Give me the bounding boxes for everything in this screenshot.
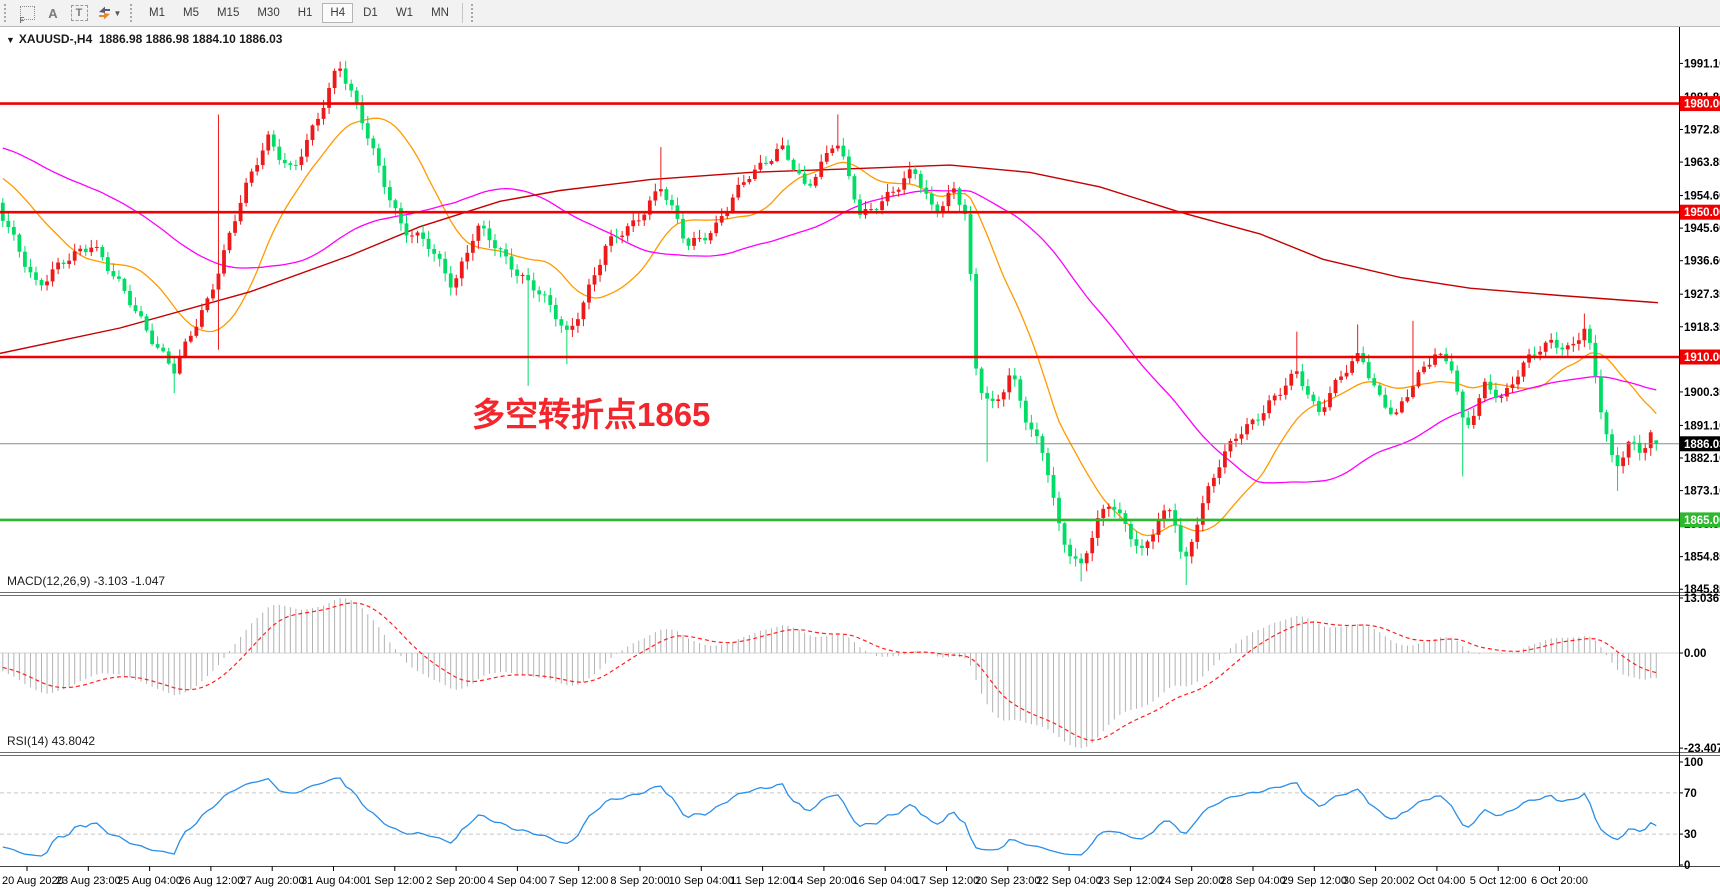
svg-text:1910.00: 1910.00 [1684, 352, 1720, 364]
text-label-tool-button[interactable]: A [40, 2, 66, 24]
timeframe-m15-button[interactable]: M15 [209, 3, 247, 23]
svg-text:1900.35: 1900.35 [1684, 387, 1720, 399]
svg-text:1927.35: 1927.35 [1684, 289, 1720, 301]
timeframe-m5-button[interactable]: M5 [175, 3, 207, 23]
timeframe-w1-button[interactable]: W1 [388, 3, 421, 23]
price-badge-1980.00 [1680, 96, 1720, 112]
svg-text:27 Aug 20:00: 27 Aug 20:00 [240, 875, 305, 887]
svg-text:31 Aug 04:00: 31 Aug 04:00 [301, 875, 366, 887]
svg-text:24 Sep 20:00: 24 Sep 20:00 [1159, 875, 1224, 887]
slow-trend-ma-line [0, 164, 1659, 355]
svg-text:1918.35: 1918.35 [1684, 322, 1720, 334]
candles-layer [0, 60, 1659, 586]
svg-text:8 Sep 20:00: 8 Sep 20:00 [610, 875, 669, 887]
svg-text:1980.00: 1980.00 [1684, 99, 1720, 111]
svg-text:1891.10: 1891.10 [1684, 420, 1720, 432]
svg-text:20 Aug 2020: 20 Aug 2020 [2, 875, 64, 887]
svg-text:6 Oct 20:00: 6 Oct 20:00 [1531, 875, 1588, 887]
svg-text:30: 30 [1684, 829, 1697, 841]
timeframe-m1-button[interactable]: M1 [141, 3, 173, 23]
toolbar-separator [461, 3, 463, 23]
svg-text:23 Aug 23:00: 23 Aug 23:00 [56, 875, 121, 887]
svg-text:29 Sep 12:00: 29 Sep 12:00 [1282, 875, 1347, 887]
rsi-layer [0, 777, 1679, 857]
horizontal-levels-layer [0, 102, 1679, 522]
svg-text:1991.10: 1991.10 [1684, 58, 1720, 70]
svg-text:2 Oct 04:00: 2 Oct 04:00 [1408, 875, 1465, 887]
timeframe-d1-button[interactable]: D1 [355, 3, 386, 23]
svg-text:1865.00: 1865.00 [1684, 515, 1720, 527]
borders-layer [0, 27, 1720, 867]
toolbar-drag-handle-3[interactable] [470, 4, 476, 22]
svg-text:2 Sep 20:00: 2 Sep 20:00 [426, 875, 485, 887]
svg-text:16 Sep 04:00: 16 Sep 04:00 [852, 875, 917, 887]
svg-text:13.036: 13.036 [1684, 593, 1719, 605]
svg-text:1 Sep 12:00: 1 Sep 12:00 [365, 875, 424, 887]
dotted-rect-icon: F [19, 6, 35, 25]
svg-text:22 Sep 04:00: 22 Sep 04:00 [1036, 875, 1101, 887]
toolbar-drag-handle[interactable] [4, 4, 9, 22]
arrows-style-tool-button[interactable]: ▼ [92, 2, 126, 24]
timeframe-h4-button[interactable]: H4 [322, 3, 354, 23]
svg-text:1854.85: 1854.85 [1684, 552, 1720, 564]
toolbar-drag-handle-2[interactable] [130, 4, 135, 22]
svg-text:1972.85: 1972.85 [1684, 124, 1720, 136]
text-box-tool-button[interactable]: T [66, 2, 92, 24]
svg-text:26 Aug 12:00: 26 Aug 12:00 [178, 875, 243, 887]
template-tool-letter: F [19, 16, 25, 25]
svg-text:1873.10: 1873.10 [1684, 486, 1720, 498]
svg-text:100: 100 [1684, 757, 1703, 769]
svg-text:20 Sep 23:00: 20 Sep 23:00 [975, 875, 1040, 887]
svg-text:1963.85: 1963.85 [1684, 157, 1720, 169]
svg-text:14 Sep 20:00: 14 Sep 20:00 [791, 875, 856, 887]
svg-text:17 Sep 12:00: 17 Sep 12:00 [914, 875, 979, 887]
timeframe-mn-button[interactable]: MN [423, 3, 457, 23]
text-box-icon: T [70, 5, 88, 21]
svg-text:1882.10: 1882.10 [1684, 453, 1720, 465]
price-badge-1950.00 [1680, 204, 1720, 220]
template-tool-button[interactable]: F [14, 2, 40, 25]
timeframe-m30-button[interactable]: M30 [249, 3, 287, 23]
macd-layer [0, 598, 1679, 749]
chart-window: 1991.101981.851972.851963.851954.601945.… [0, 27, 1720, 893]
chart-canvas[interactable]: 1991.101981.851972.851963.851954.601945.… [0, 27, 1720, 893]
svg-text:0: 0 [1684, 860, 1690, 872]
svg-text:11 Sep 12:00: 11 Sep 12:00 [730, 875, 795, 887]
macd-signal-line [2, 602, 1657, 741]
price-badge-1886.03 [1680, 436, 1720, 452]
svg-text:4 Sep 04:00: 4 Sep 04:00 [488, 875, 547, 887]
svg-text:1845.85: 1845.85 [1684, 584, 1720, 596]
svg-text:1936.60: 1936.60 [1684, 256, 1720, 268]
svg-text:0.00: 0.00 [1684, 648, 1706, 660]
svg-text:7 Sep 12:00: 7 Sep 12:00 [549, 875, 608, 887]
price-badge-1865.00 [1680, 512, 1720, 528]
svg-text:1954.60: 1954.60 [1684, 191, 1720, 203]
timeframe-h1-button[interactable]: H1 [290, 3, 321, 23]
svg-text:23 Sep 12:00: 23 Sep 12:00 [1098, 875, 1163, 887]
toolbar: F A T ▼ M1 M5 M15 M30 H1 H4 D1 W1 MN [0, 0, 1720, 27]
price-axis: 1991.101981.851972.851963.851954.601945.… [1679, 58, 1720, 872]
text-label-icon: A [48, 5, 58, 21]
svg-text:1945.60: 1945.60 [1684, 223, 1720, 235]
svg-text:-23.407: -23.407 [1684, 743, 1720, 755]
svg-text:5 Oct 12:00: 5 Oct 12:00 [1470, 875, 1527, 887]
medium-ma-line [2, 147, 1657, 484]
svg-text:1950.00: 1950.00 [1684, 207, 1720, 219]
swap-arrows-icon [98, 6, 110, 20]
fast-ma-line [2, 117, 1657, 537]
rsi-line [2, 777, 1657, 857]
svg-text:70: 70 [1684, 788, 1697, 800]
svg-text:28 Sep 04:00: 28 Sep 04:00 [1220, 875, 1285, 887]
dropdown-caret-icon: ▼ [113, 8, 122, 18]
svg-text:1886.03: 1886.03 [1684, 439, 1720, 451]
svg-text:10 Sep 04:00: 10 Sep 04:00 [669, 875, 734, 887]
price-badge-1910.00 [1680, 349, 1720, 365]
svg-text:30 Sep 20:00: 30 Sep 20:00 [1343, 875, 1408, 887]
svg-text:25 Aug 04:00: 25 Aug 04:00 [117, 875, 182, 887]
moving-averages-layer [0, 117, 1659, 537]
